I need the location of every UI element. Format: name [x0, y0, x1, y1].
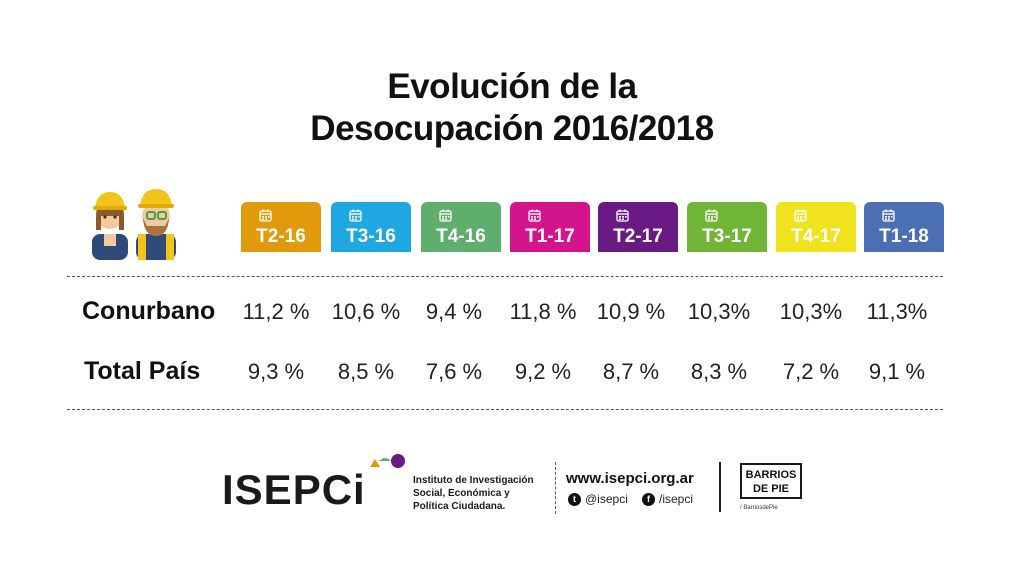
row-label-conurbano: Conurbano — [82, 297, 216, 325]
value-cell-conurbano-t3-17: 10,3% — [687, 299, 751, 324]
barrios-de-pie-logo: BARRIOS DE PIE — [740, 463, 802, 499]
website-link[interactable]: www.isepci.org.ar — [566, 470, 694, 487]
period-label: T1-17 — [525, 226, 575, 247]
title-line-1: Evolución de la — [387, 67, 637, 106]
period-label: T4-17 — [791, 226, 841, 247]
institute-line-2: Social, Económica y — [413, 488, 510, 499]
period-label: T4-16 — [436, 226, 486, 247]
period-header-t4-17: T4-17 — [776, 202, 856, 252]
value-cell-total-pais-t2-17: 8,7 % — [602, 359, 660, 384]
period-header-t4-16: T4-16 — [421, 202, 501, 252]
partner-line-2: DE PIE — [752, 483, 790, 495]
partner-line-1: BARRIOS — [745, 469, 797, 481]
period-header-t2-16: T2-16 — [241, 202, 321, 252]
calendar-icon — [794, 209, 807, 222]
value-cell-conurbano-t1-18: 11,3% — [866, 299, 928, 324]
period-header-t2-17: T2-17 — [598, 202, 678, 252]
isepci-logo: ISEPCi — [222, 466, 366, 513]
divider-top — [67, 276, 943, 277]
value-cell-total-pais-t1-18: 9,1 % — [868, 359, 926, 384]
logo-dots — [370, 454, 405, 468]
twitter-link[interactable]: t @isepci — [568, 491, 628, 507]
calendar-icon — [882, 209, 895, 222]
period-label: T3-16 — [346, 226, 396, 247]
calendar-icon — [705, 209, 718, 222]
facebook-handle: /isepci — [659, 492, 694, 506]
partner-handle: / BarriosdePie — [740, 505, 778, 511]
facebook-icon: f — [642, 493, 655, 507]
value-cell-conurbano-t4-16: 9,4 % — [425, 299, 483, 324]
value-cell-total-pais-t4-17: 7,2 % — [782, 359, 840, 384]
value-cell-conurbano-t4-17: 10,3% — [779, 299, 843, 324]
period-header-t1-18: T1-18 — [864, 202, 944, 252]
value-cell-total-pais-t4-16: 7,6 % — [425, 359, 483, 384]
value-cell-total-pais-t3-16: 8,5 % — [337, 359, 395, 384]
twitter-handle: @isepci — [585, 492, 628, 506]
value-cell-conurbano-t3-16: 10,6 % — [331, 299, 401, 324]
row-label-total-pais: Total País — [84, 357, 201, 385]
period-label: T1-18 — [879, 226, 929, 247]
twitter-icon: t — [568, 493, 581, 507]
calendar-icon — [259, 209, 272, 222]
institute-name: Instituto de Investigación Social, Econó… — [413, 474, 553, 513]
value-cell-conurbano-t2-16: 11,2 % — [242, 299, 310, 324]
institute-line-1: Instituto de Investigación — [413, 475, 534, 486]
calendar-icon — [439, 209, 452, 222]
institute-line-3: Política Ciudadana. — [413, 501, 506, 512]
period-header-t3-17: T3-17 — [687, 202, 767, 252]
period-header-t3-16: T3-16 — [331, 202, 411, 252]
period-label: T3-17 — [702, 226, 752, 247]
value-cell-total-pais-t2-16: 9,3 % — [247, 359, 305, 384]
value-cell-total-pais-t1-17: 9,2 % — [514, 359, 572, 384]
calendar-icon — [616, 209, 629, 222]
value-cell-total-pais-t3-17: 8,3 % — [690, 359, 748, 384]
facebook-link[interactable]: f/isepci — [642, 491, 693, 507]
divider-bottom — [67, 409, 943, 410]
calendar-icon — [528, 209, 541, 222]
period-label: T2-17 — [613, 226, 663, 247]
page-title: Evolución de la Desocupación 2016/2018 — [0, 66, 1024, 150]
footer-separator-solid — [719, 462, 721, 512]
value-cell-conurbano-t2-17: 10,9 % — [596, 299, 666, 324]
construction-workers-icon — [92, 189, 176, 260]
footer-separator — [555, 462, 556, 514]
calendar-icon — [349, 209, 362, 222]
title-line-2: Desocupación 2016/2018 — [310, 109, 714, 148]
period-header-t1-17: T1-17 — [510, 202, 590, 252]
value-cell-conurbano-t1-17: 11,8 % — [509, 299, 577, 324]
period-label: T2-16 — [256, 226, 306, 247]
